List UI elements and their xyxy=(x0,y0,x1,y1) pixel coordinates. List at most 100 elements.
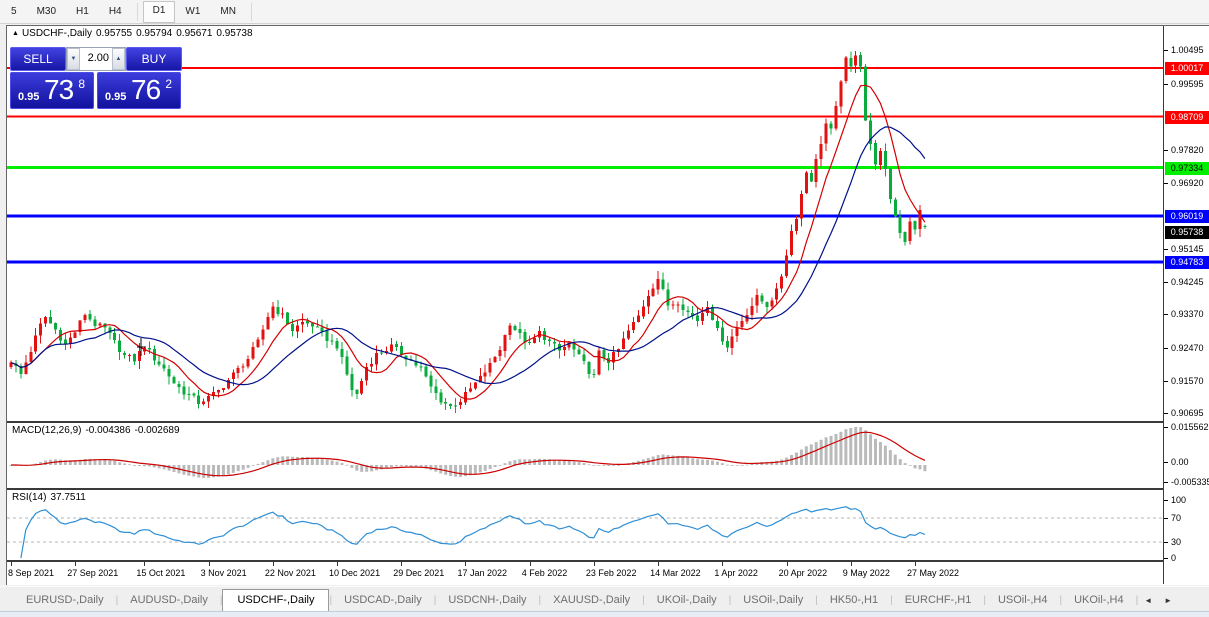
tab-usoil-h4[interactable]: USOil-,H4 xyxy=(997,594,1048,606)
ma-slow-line xyxy=(10,126,926,386)
tab-separator: | xyxy=(219,595,223,606)
volume-stepper[interactable]: ▼ 2.00 ▲ xyxy=(66,47,126,71)
price-badge-0.96019: 0.96019 xyxy=(1165,210,1209,223)
tab-hk50-h1[interactable]: HK50-,H1 xyxy=(829,594,879,606)
ma-fast-line xyxy=(10,84,926,400)
tab-eurusd-daily[interactable]: EURUSD-,Daily xyxy=(26,594,104,606)
date-label: 14 Mar 2022 xyxy=(650,568,701,578)
tab-separator: | xyxy=(983,595,986,606)
axis-tick xyxy=(1164,558,1168,559)
tab-separator: | xyxy=(329,595,333,606)
collapse-trade-panel-icon[interactable]: ▲ xyxy=(12,30,19,37)
macd-axis-zero: 0.00 xyxy=(1171,457,1189,467)
date-label: 27 May 2022 xyxy=(907,568,960,578)
tab-separator: | xyxy=(815,595,818,606)
rsi-axis-100: 100 xyxy=(1171,495,1187,505)
buy-button[interactable]: BUY xyxy=(126,47,182,71)
tab-audusd-daily[interactable]: AUDUSD-,Daily xyxy=(130,594,208,606)
tab-usoil-daily[interactable]: USOil-,Daily xyxy=(743,594,804,606)
axis-tick xyxy=(1164,542,1168,543)
price-tick-label: 0.90695 xyxy=(1171,408,1204,418)
timeframe-button-D1[interactable]: D1 xyxy=(142,0,176,23)
tab-ukoil-h4[interactable]: UKOil-,H4 xyxy=(1074,594,1124,606)
macd-axis-max: 0.015562 xyxy=(1171,422,1209,432)
axis-tick xyxy=(1164,150,1168,151)
tab-separator: | xyxy=(538,595,542,606)
axis-tick xyxy=(1164,84,1168,85)
axis-tick xyxy=(1164,500,1168,501)
rsi-axis-30: 30 xyxy=(1171,537,1182,547)
timeframe-button-H4[interactable]: H4 xyxy=(108,5,122,17)
macd-pane[interactable]: MACD(12,26,9) -0.004386 -0.002689 xyxy=(7,423,1163,488)
axis-tick xyxy=(1164,282,1168,283)
tab-eurchf-h1[interactable]: EURCHF-,H1 xyxy=(904,594,972,606)
timeframe-button-MN[interactable]: MN xyxy=(220,5,236,17)
date-tick xyxy=(786,562,788,566)
date-axis[interactable]: 8 Sep 2021 27 Sep 2021 15 Oct 2021 3 Nov 20… xyxy=(7,562,1163,584)
rsi-plot xyxy=(7,506,1163,559)
macd-value: -0.004386 xyxy=(85,425,131,436)
tab-separator: | xyxy=(642,595,645,606)
price-tick-label: 0.94245 xyxy=(1171,277,1204,287)
tab-usdcnh-daily[interactable]: USDCNH-,Daily xyxy=(448,594,527,606)
tab-separator: | xyxy=(433,595,437,606)
tab-scroll-right-icon[interactable]: ► xyxy=(1164,596,1173,605)
tab-ukoil-daily[interactable]: UKOil-,Daily xyxy=(656,594,717,606)
rsi-axis-0: 0 xyxy=(1171,553,1177,563)
date-label: 8 Sep 2021 xyxy=(8,568,55,578)
macd-plot xyxy=(9,427,927,479)
timeframe-button-W1[interactable]: W1 xyxy=(185,5,201,17)
tab-xauusd-daily[interactable]: XAUUSD-,Daily xyxy=(553,594,631,606)
price-tick-label: 0.96920 xyxy=(1171,178,1204,188)
buy-price[interactable]: 0.95 76 2 xyxy=(97,72,181,109)
date-label: 4 Feb 2022 xyxy=(521,568,568,578)
macd-signal-value: -0.002689 xyxy=(134,425,180,436)
toolbar-separator xyxy=(250,2,252,21)
rsi-value: 37.7511 xyxy=(50,492,86,503)
tab-usdchf-daily[interactable]: USDCHF-,Daily xyxy=(222,589,330,612)
volume-input[interactable]: 2.00 xyxy=(87,52,109,64)
timeframe-toolbar: 5 M30 H1 H4 D1 W1 MN xyxy=(0,0,1209,24)
price-axis[interactable]: 1.00495 0.99595 0.97820 0.96920 0.95145 0.942… xyxy=(1163,26,1209,584)
axis-tick xyxy=(1164,482,1168,484)
date-label: 15 Oct 2021 xyxy=(136,568,186,578)
tab-separator: | xyxy=(115,595,119,606)
tab-usdcad-daily[interactable]: USDCAD-,Daily xyxy=(344,594,422,606)
date-tick xyxy=(529,562,531,566)
timeframe-button-H1[interactable]: H1 xyxy=(76,5,89,17)
axis-tick xyxy=(1164,249,1168,250)
price-badge-0.98709: 0.98709 xyxy=(1165,111,1209,124)
tab-separator: | xyxy=(1135,595,1139,606)
volume-increase-icon[interactable]: ▲ xyxy=(112,48,125,70)
date-tick xyxy=(722,562,724,566)
macd-label: MACD(12,26,9) -0.004386 -0.002689 xyxy=(12,425,180,436)
pane-separator[interactable] xyxy=(7,421,1209,423)
sell-button[interactable]: SELL xyxy=(10,47,66,71)
tab-scroll-left-icon[interactable]: ◄ xyxy=(1144,596,1153,605)
date-label: 3 Nov 2021 xyxy=(200,568,247,578)
rsi-pane[interactable]: RSI(14) 37.7511 xyxy=(7,490,1163,560)
timeframe-button-M30[interactable]: M30 xyxy=(36,5,57,17)
price-tick-label: 0.92470 xyxy=(1171,343,1204,353)
pane-separator[interactable] xyxy=(7,488,1209,490)
date-label: 22 Nov 2021 xyxy=(264,568,316,578)
rsi-label: RSI(14) 37.7511 xyxy=(12,492,86,503)
date-tick xyxy=(465,562,467,566)
date-tick xyxy=(401,562,403,566)
axis-tick xyxy=(1164,314,1168,315)
axis-tick xyxy=(1164,348,1168,349)
timeframe-button-5[interactable]: 5 xyxy=(11,5,17,17)
date-tick xyxy=(272,562,274,566)
volume-decrease-icon[interactable]: ▼ xyxy=(67,48,80,70)
tab-separator: | xyxy=(890,595,893,606)
candles-layer xyxy=(9,51,927,413)
one-click-trading-panel: SELL ▼ 2.00 ▲ BUY 0.95 73 8 0.95 76 2 xyxy=(10,47,182,109)
date-tick xyxy=(144,562,146,566)
low-value: 0.95671 xyxy=(176,28,213,39)
price-chart-pane[interactable]: ▲ USDCHF-,Daily 0.95755 0.95794 0.95671 0.957… xyxy=(7,26,1163,421)
rsi-line xyxy=(20,506,926,559)
axis-tick xyxy=(1164,381,1168,382)
date-label: 27 Sep 2021 xyxy=(67,568,119,578)
sell-price[interactable]: 0.95 73 8 xyxy=(10,72,94,109)
price-badge-0.94783: 0.94783 xyxy=(1165,256,1209,269)
